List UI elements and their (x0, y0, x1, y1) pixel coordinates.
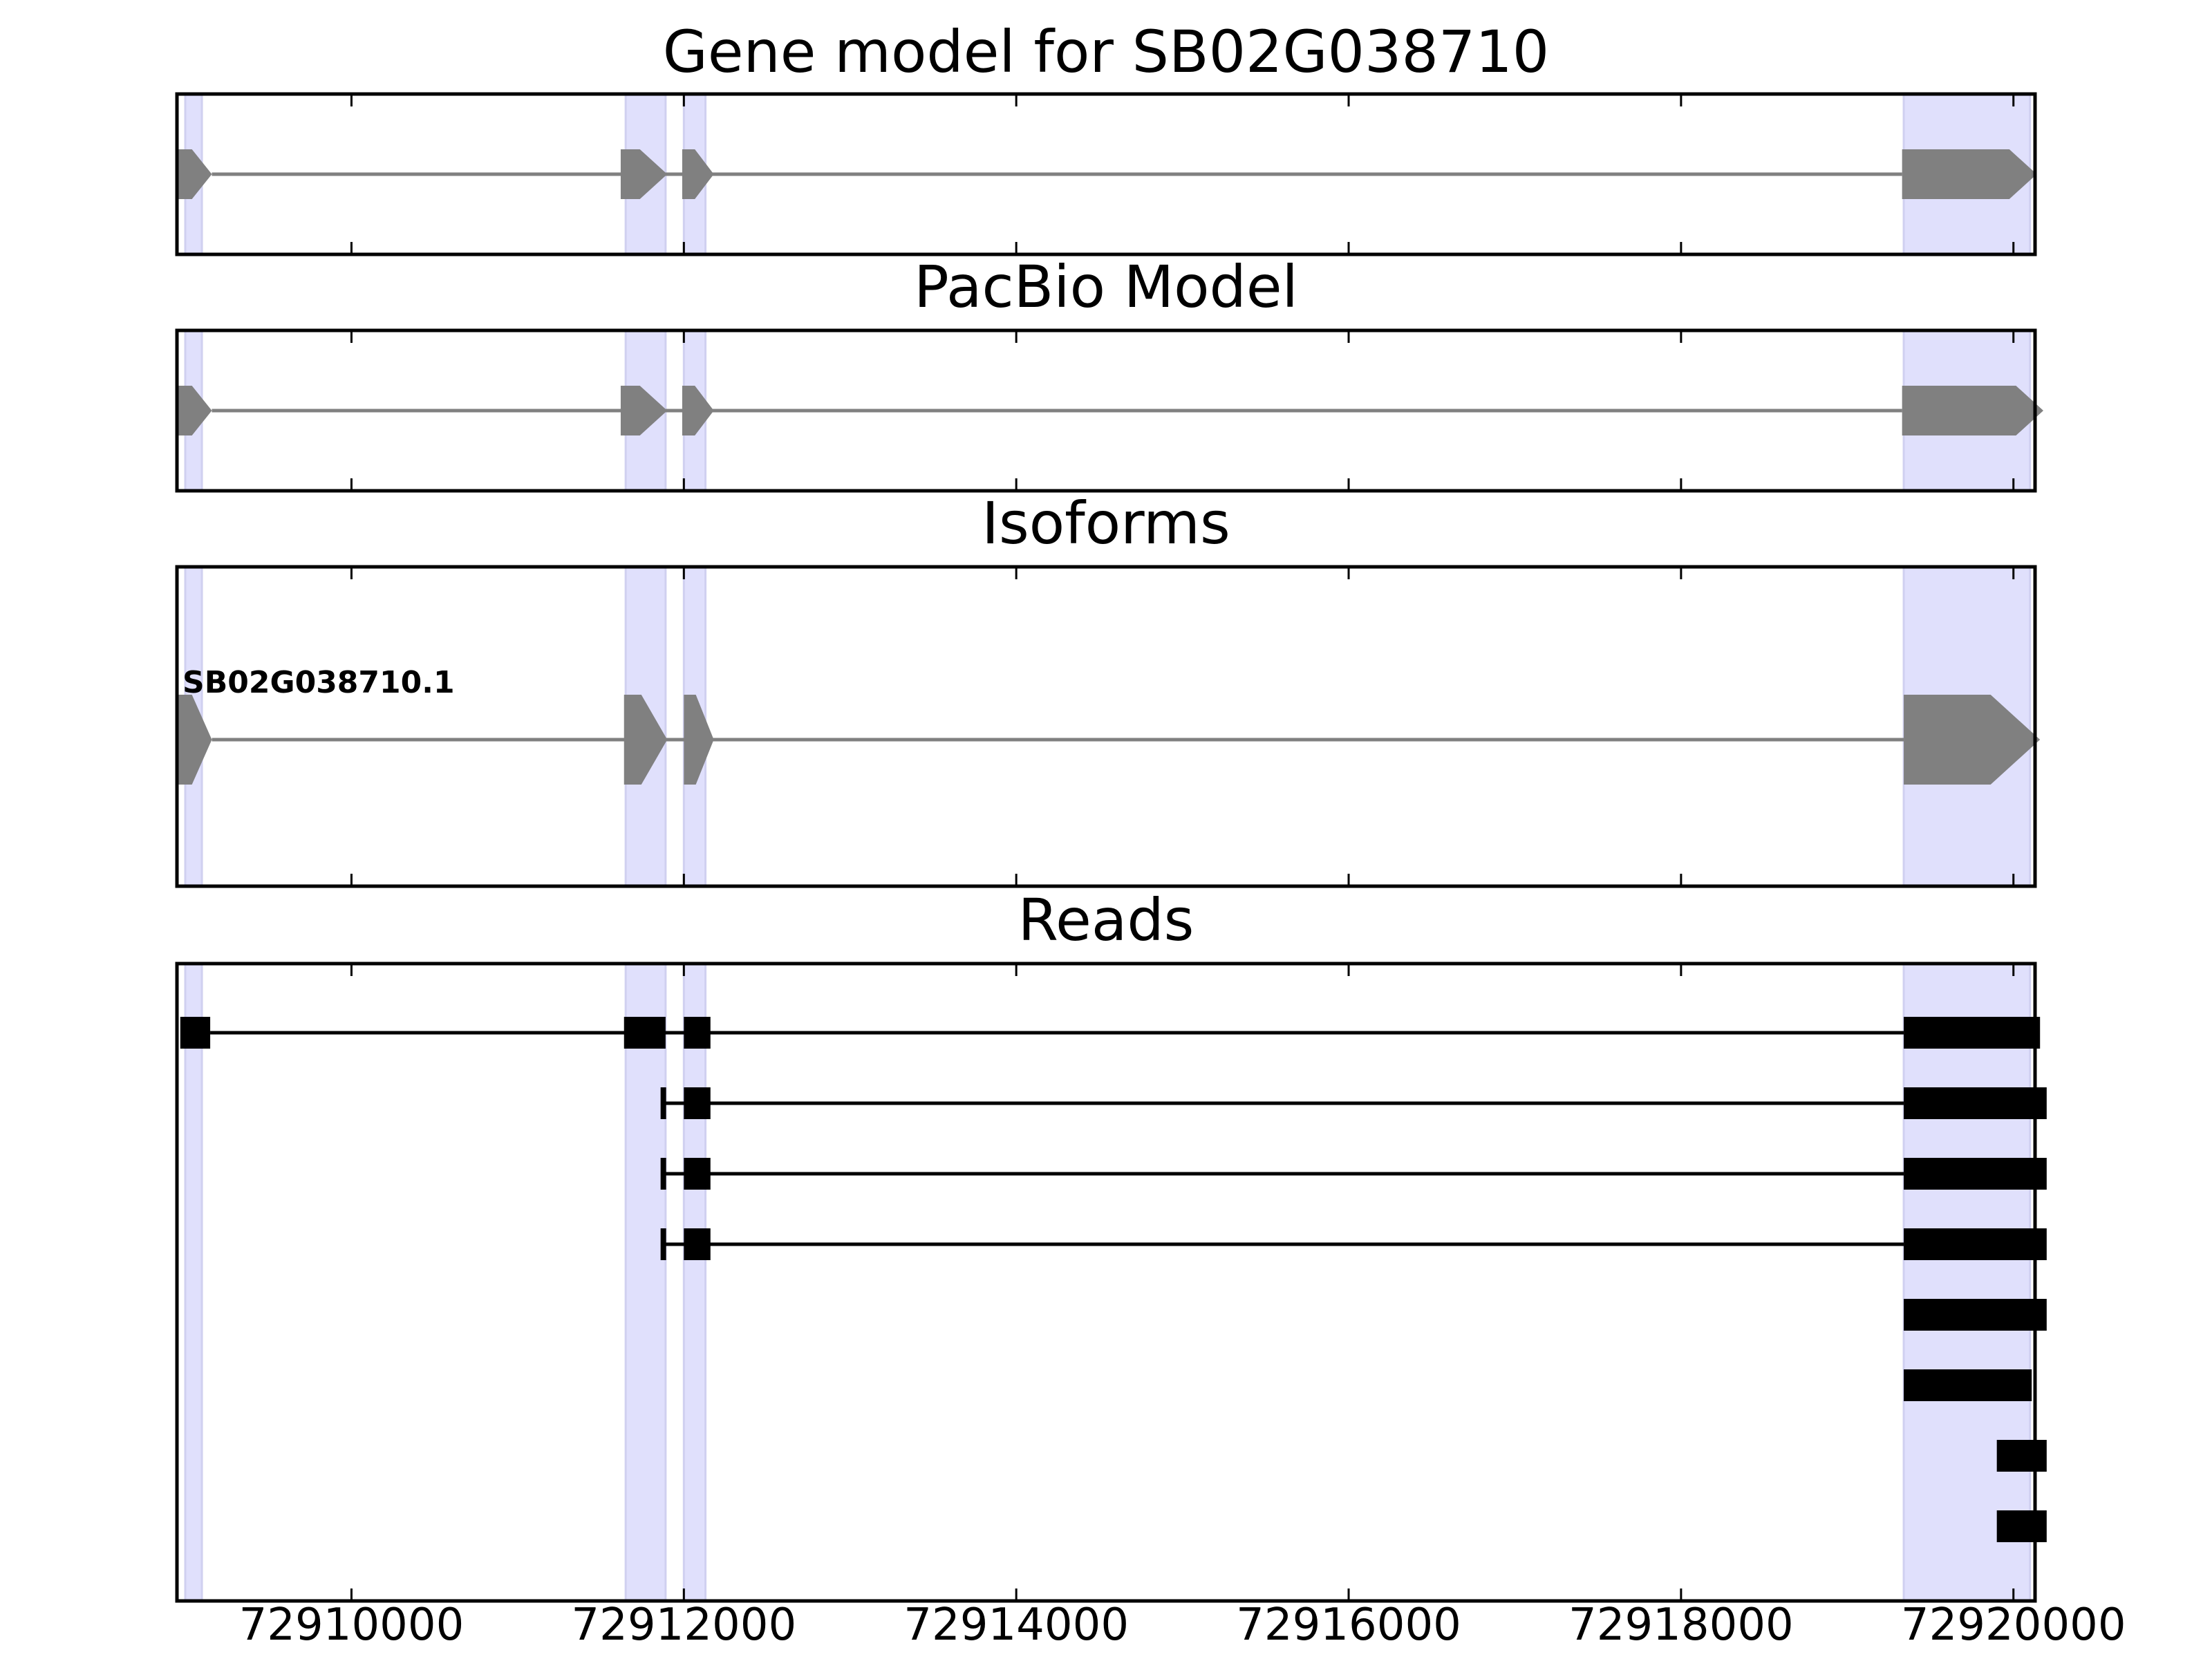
x-tick-label: 72914000 (903, 1600, 1129, 1651)
read-exon-block (660, 1087, 666, 1119)
exon-arrow (178, 149, 212, 199)
x-tick-label: 72916000 (1236, 1600, 1461, 1651)
panel-title-isoforms: Isoforms (982, 489, 1230, 557)
panel-frame (175, 92, 2037, 256)
panel-1 (175, 328, 2044, 493)
read-exon-block (660, 1158, 666, 1190)
read-exon-block (684, 1087, 711, 1119)
read-exon-block (684, 1228, 711, 1260)
read-exon-block (684, 1017, 711, 1049)
exon-arrow (624, 695, 668, 785)
read-exon-block (180, 1017, 211, 1049)
exon-highlight-region (682, 962, 707, 1602)
read-exon-block (1904, 1017, 2041, 1049)
read-exon-block (1904, 1299, 2047, 1331)
exon-highlight-region (624, 962, 667, 1602)
panel-2 (175, 565, 2041, 888)
exon-arrow (620, 149, 668, 199)
panel-0 (175, 92, 2037, 256)
x-tick-label: 72920000 (1901, 1600, 2126, 1651)
read-exon-block (1996, 1510, 2047, 1542)
isoform-label: SB02G038710.1 (182, 665, 455, 700)
panel-title-pacbio-model: PacBio Model (914, 253, 1298, 321)
panel-frame (175, 565, 2037, 888)
exon-arrow (684, 695, 714, 785)
exon-highlight-region (1902, 962, 2032, 1602)
x-tick-label: 72910000 (239, 1600, 465, 1651)
read-exon-block (1904, 1228, 2047, 1260)
panel-frame (175, 328, 2037, 493)
x-tick-label: 72912000 (571, 1600, 796, 1651)
read-exon-block (1904, 1158, 2047, 1190)
exon-arrow (178, 386, 212, 435)
exon-arrow (178, 695, 212, 785)
exon-arrow (1902, 386, 2044, 435)
read-exon-block (1904, 1087, 2047, 1119)
read-exon-block (684, 1158, 711, 1190)
exon-arrow (682, 149, 714, 199)
x-tick-label: 72918000 (1568, 1600, 1794, 1651)
panel-frame (175, 962, 2037, 1603)
read-exon-block (1904, 1369, 2032, 1401)
exon-arrow (682, 386, 714, 435)
read-exon-block (660, 1228, 666, 1260)
read-exon-block (624, 1017, 666, 1049)
panel-title-reads: Reads (1018, 886, 1194, 954)
exon-arrow (620, 386, 668, 435)
panel-title-gene-model: Gene model for SB02G038710 (663, 18, 1549, 86)
exon-arrow (1902, 149, 2037, 199)
read-exon-block (1996, 1440, 2047, 1472)
exon-arrow (1904, 695, 2041, 785)
panel-3 (175, 962, 2047, 1603)
exon-highlight-region (184, 962, 203, 1602)
